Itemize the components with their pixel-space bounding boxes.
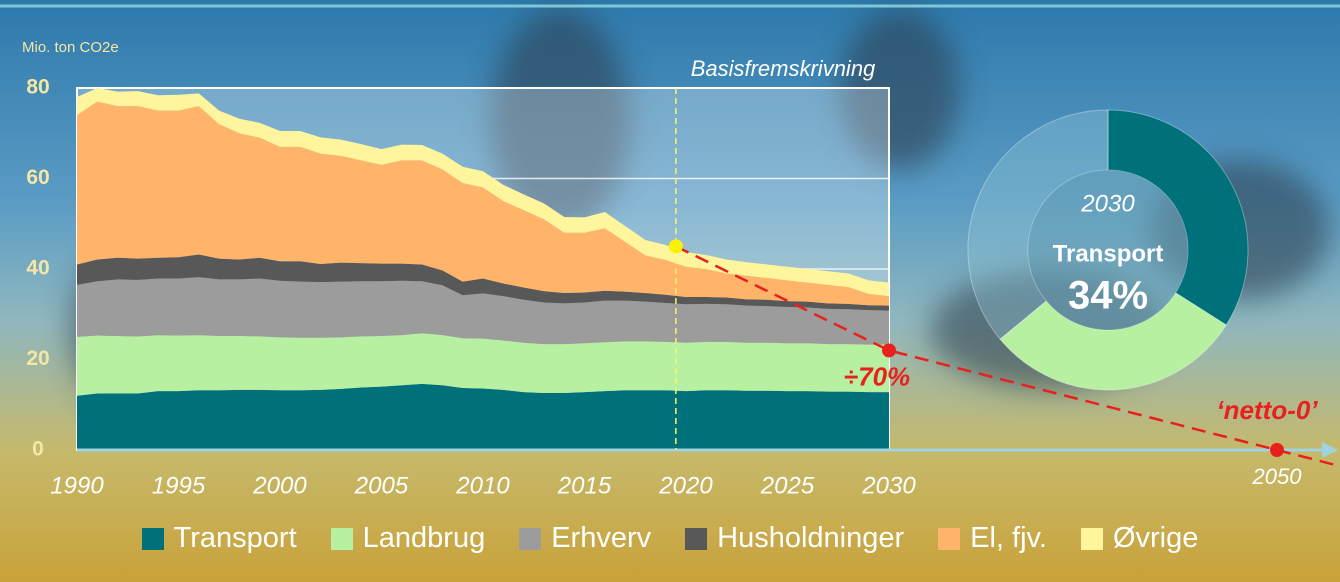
x-tick-label: 2000 bbox=[252, 472, 307, 499]
x-tick-label: 2050 bbox=[1252, 464, 1303, 489]
legend-item: Erhverv bbox=[519, 522, 651, 555]
legend-swatch bbox=[685, 528, 707, 550]
legend-swatch bbox=[938, 528, 960, 550]
legend: Transport Landbrug Erhverv Husholdninger El,… bbox=[0, 522, 1340, 555]
y-tick-label: 20 bbox=[26, 347, 49, 370]
y-tick-label: 40 bbox=[26, 257, 49, 280]
y-tick-label: 60 bbox=[26, 166, 49, 189]
legend-swatch bbox=[331, 528, 353, 550]
x-tick-label: 1990 bbox=[50, 472, 104, 499]
target-point bbox=[882, 343, 896, 357]
donut-label: Transport bbox=[1053, 240, 1164, 267]
y-axis-label: Mio. ton CO2e bbox=[22, 39, 119, 56]
legend-item: Landbrug bbox=[331, 522, 486, 555]
x-tick-label: 2005 bbox=[354, 472, 409, 499]
legend-item: Transport bbox=[142, 522, 297, 555]
legend-label: Husholdninger bbox=[717, 522, 904, 555]
legend-item: El, fjv. bbox=[938, 522, 1047, 555]
target-point bbox=[669, 239, 683, 253]
target-label: ÷70% bbox=[844, 361, 910, 391]
target-point bbox=[1270, 443, 1284, 457]
legend-item: Øvrige bbox=[1081, 522, 1198, 555]
x-tick-label: 2020 bbox=[658, 472, 713, 499]
legend-swatch bbox=[142, 528, 164, 550]
area bbox=[77, 384, 889, 450]
x-tick-label: 2025 bbox=[760, 472, 815, 499]
legend-label: Erhverv bbox=[551, 522, 651, 555]
legend-swatch bbox=[1081, 528, 1103, 550]
y-tick-label: 0 bbox=[32, 438, 44, 461]
legend-label: Øvrige bbox=[1113, 522, 1198, 555]
baseline-label: Basisfremskrivning bbox=[691, 56, 876, 81]
legend-swatch bbox=[519, 528, 541, 550]
x-tick-label: 1995 bbox=[152, 472, 206, 499]
x-tick-label: 2015 bbox=[557, 472, 612, 499]
legend-label: El, fjv. bbox=[970, 522, 1047, 555]
x-tick-label: 2030 bbox=[861, 472, 916, 499]
y-tick-label: 80 bbox=[26, 76, 49, 99]
donut-year: 2030 bbox=[1080, 190, 1135, 217]
x-axis-arrow bbox=[1322, 442, 1338, 458]
legend-label: Transport bbox=[174, 522, 297, 555]
donut-value-label: 34% bbox=[1068, 274, 1148, 318]
x-tick-label: 2010 bbox=[455, 472, 510, 499]
legend-item: Husholdninger bbox=[685, 522, 904, 555]
target-label: ‘netto-0’ bbox=[1216, 395, 1318, 425]
chart: Mio. ton CO2e 0 20 40 60 80 1990 1995 2000 2005… bbox=[0, 0, 1340, 582]
legend-label: Landbrug bbox=[363, 522, 486, 555]
page: Mio. ton CO2e 0 20 40 60 80 1990 1995 2000 2005… bbox=[0, 0, 1340, 582]
